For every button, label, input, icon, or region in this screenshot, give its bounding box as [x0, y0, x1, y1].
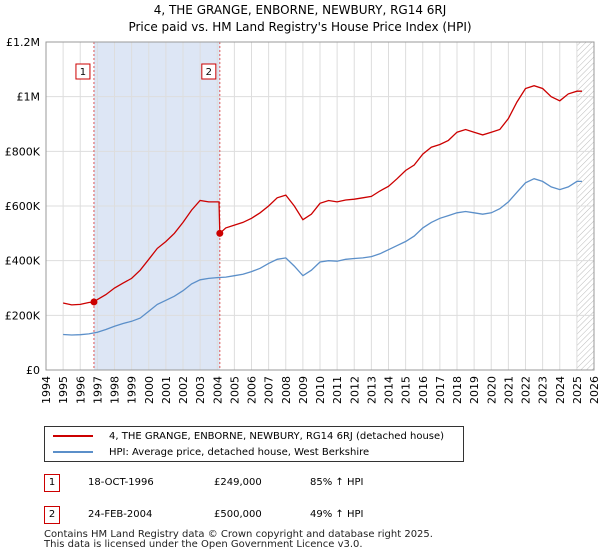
x-tick-label: 2012: [348, 376, 361, 404]
sale-label-box: [75, 63, 91, 80]
x-tick-label: 2009: [297, 376, 310, 404]
y-tick-label: £1.2M: [6, 36, 40, 49]
transaction-price: £249,000: [214, 477, 262, 488]
x-tick-label: 2002: [177, 376, 190, 404]
y-tick-label: £200K: [5, 309, 41, 322]
transaction-badge: 2: [44, 506, 60, 524]
x-tick-label: 2001: [160, 376, 173, 404]
y-tick-label: £800K: [5, 145, 41, 158]
sale-label-box: [201, 63, 217, 80]
x-tick-label: 2000: [143, 376, 156, 404]
x-tick-label: 1997: [91, 376, 104, 404]
x-tick-label: 2021: [502, 376, 515, 404]
legend-item-property: 4, THE GRANGE, ENBORNE, NEWBURY, RG14 6R…: [53, 429, 444, 445]
footer-licence: This data is licensed under the Open Gov…: [44, 539, 363, 550]
plot-area: £0 £200K £400K £600K £800K £1M £1.2M 1994 1995 19…: [5, 36, 600, 404]
x-tick-label: 1996: [74, 376, 87, 404]
chart-title: 4, THE GRANGE, ENBORNE, NEWBURY, RG14 6R…: [154, 3, 447, 17]
transaction-badge: 1: [44, 474, 60, 492]
sale-label: 1: [80, 67, 86, 78]
x-tick-label: 2026: [588, 376, 600, 404]
transaction-date: 18-OCT-1996: [88, 477, 154, 488]
x-tick-label: 2014: [383, 376, 396, 404]
transaction-hpi-change: 49% ↑ HPI: [310, 509, 364, 520]
x-tick-label: 2010: [314, 376, 327, 404]
x-tick-label: 2008: [280, 376, 293, 404]
price-chart: 4, THE GRANGE, ENBORNE, NEWBURY, RG14 6R…: [5, 3, 600, 404]
legend-label-hpi: HPI: Average price, detached house, West…: [109, 447, 370, 458]
x-tick-label: 2004: [211, 376, 224, 404]
x-tick-label: 1998: [109, 376, 122, 404]
x-tick-label: 2020: [485, 376, 498, 404]
plot-frame: [45, 41, 595, 371]
x-tick-label: 2019: [468, 376, 481, 404]
legend-label-property: 4, THE GRANGE, ENBORNE, NEWBURY, RG14 6R…: [109, 431, 445, 442]
x-tick-label: 2024: [554, 376, 567, 404]
x-tick-label: 1994: [40, 376, 53, 404]
legend-swatch-property: [53, 435, 93, 437]
transaction-price: £500,000: [214, 509, 262, 520]
x-tick-label: 2016: [417, 376, 430, 404]
footer: Contains HM Land Registry data © Crown c…: [44, 530, 433, 550]
footer-copyright: Contains HM Land Registry data © Crown c…: [44, 529, 433, 540]
x-tick-label: 2018: [451, 376, 464, 404]
y-tick-label: £600K: [5, 200, 41, 213]
x-tick-label: 1999: [126, 376, 139, 404]
legend-swatch-hpi: [53, 451, 93, 453]
x-tick-label: 2005: [228, 376, 241, 404]
y-tick-label: £0: [26, 364, 40, 377]
sale-point: [216, 229, 224, 237]
x-tick-label: 2025: [571, 376, 584, 404]
legend: 4, THE GRANGE, ENBORNE, NEWBURY, RG14 6R…: [44, 426, 464, 462]
legend-item-hpi: HPI: Average price, detached house, West…: [53, 445, 369, 461]
hpi-line: [63, 178, 582, 336]
x-tick-label: 2013: [365, 376, 378, 404]
x-tick-label: 2017: [434, 376, 447, 404]
x-tick-label: 2011: [331, 376, 344, 404]
transaction-hpi-change: 85% ↑ HPI: [310, 477, 364, 488]
x-tick-label: 2007: [263, 376, 276, 404]
chart-subtitle: Price paid vs. HM Land Registry's House …: [128, 20, 471, 34]
sale-label: 2: [206, 67, 212, 78]
x-tick-label: 1995: [57, 376, 70, 404]
x-tick-label: 2015: [400, 376, 413, 404]
y-tick-label: £400K: [5, 255, 41, 268]
x-tick-label: 2022: [520, 376, 533, 404]
x-tick-label: 2023: [537, 376, 550, 404]
transaction-date: 24-FEB-2004: [88, 509, 153, 520]
sale-point: [90, 298, 98, 306]
y-tick-label: £1M: [17, 91, 41, 104]
x-tick-label: 2003: [194, 376, 207, 404]
property-price-line: [62, 85, 582, 306]
x-tick-label: 2006: [246, 376, 259, 404]
